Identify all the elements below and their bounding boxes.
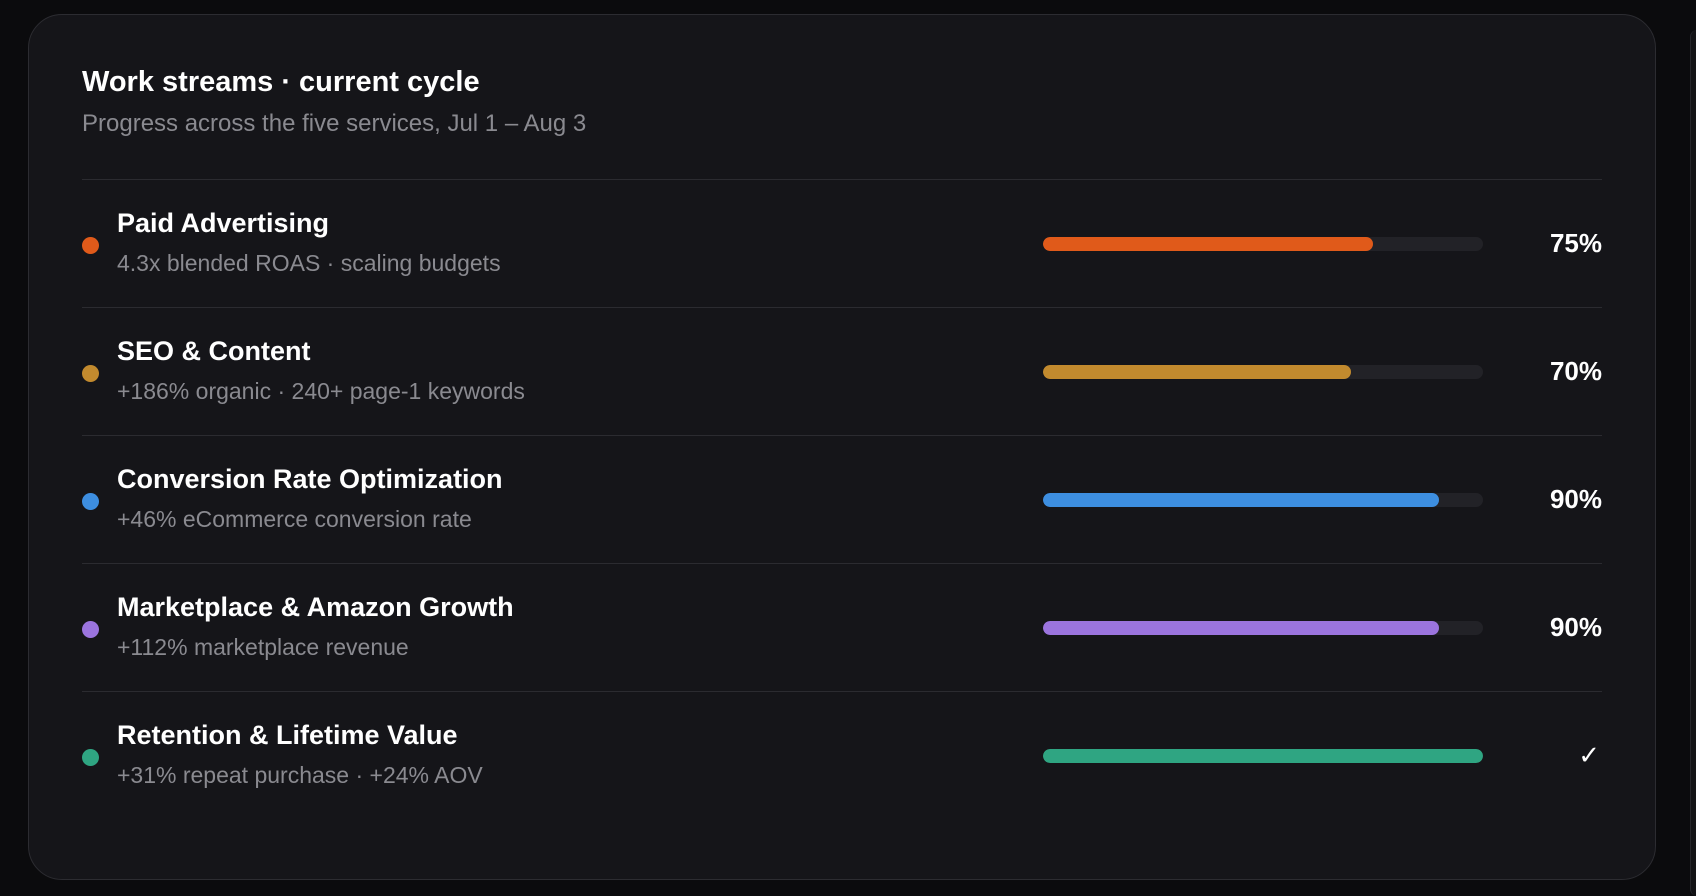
stream-detail: +46% eCommerce conversion rate: [117, 506, 472, 532]
progress-percent: 75%: [1549, 228, 1602, 258]
status-dot: [82, 621, 99, 638]
stream-name: Retention & Lifetime Value: [117, 720, 458, 750]
complete-check-icon: ✓: [1578, 740, 1600, 770]
stream-name: Marketplace & Amazon Growth: [117, 592, 514, 622]
work-stream-row-paid-advertising: Paid Advertising 4.3x blended ROAS · sca…: [82, 180, 1602, 308]
progress-percent: 90%: [1549, 612, 1602, 642]
work-stream-row-marketplace: Marketplace & Amazon Growth +112% market…: [82, 564, 1602, 692]
work-stream-row-seo-content: SEO & Content +186% organic · 240+ page-…: [82, 308, 1602, 436]
stream-detail: +31% repeat purchase · +24% AOV: [117, 762, 483, 788]
progress-track: [1043, 493, 1483, 507]
progress-track: [1043, 237, 1483, 251]
progress-fill: [1043, 749, 1483, 763]
progress-track: [1043, 749, 1483, 763]
status-dot: [82, 237, 99, 254]
work-stream-list: Paid Advertising 4.3x blended ROAS · sca…: [82, 179, 1602, 820]
progress-track: [1043, 365, 1483, 379]
progress-track: [1043, 621, 1483, 635]
progress-fill: [1043, 621, 1439, 635]
progress-fill: [1043, 237, 1373, 251]
stream-name: Conversion Rate Optimization: [117, 464, 503, 494]
work-stream-row-retention: Retention & Lifetime Value +31% repeat p…: [82, 692, 1602, 820]
stream-detail: 4.3x blended ROAS · scaling budgets: [117, 250, 501, 276]
stream-name: Paid Advertising: [117, 208, 330, 238]
status-dot: [82, 493, 99, 510]
card-subtitle: Progress across the five services, Jul 1…: [82, 110, 587, 137]
progress-percent: 70%: [1549, 356, 1602, 386]
work-streams-card: Work streams · current cycle Progress ac…: [28, 14, 1656, 880]
work-stream-row-cro: Conversion Rate Optimization +46% eComme…: [82, 436, 1602, 564]
status-dot: [82, 365, 99, 382]
progress-percent: 90%: [1549, 484, 1602, 514]
adjacent-panel-edge: [1690, 30, 1696, 896]
stream-detail: +112% marketplace revenue: [117, 634, 409, 660]
progress-fill: [1043, 365, 1351, 379]
status-dot: [82, 749, 99, 766]
progress-fill: [1043, 493, 1439, 507]
stream-name: SEO & Content: [117, 336, 311, 366]
card-title: Work streams · current cycle: [82, 66, 480, 98]
stream-detail: +186% organic · 240+ page-1 keywords: [117, 378, 525, 404]
